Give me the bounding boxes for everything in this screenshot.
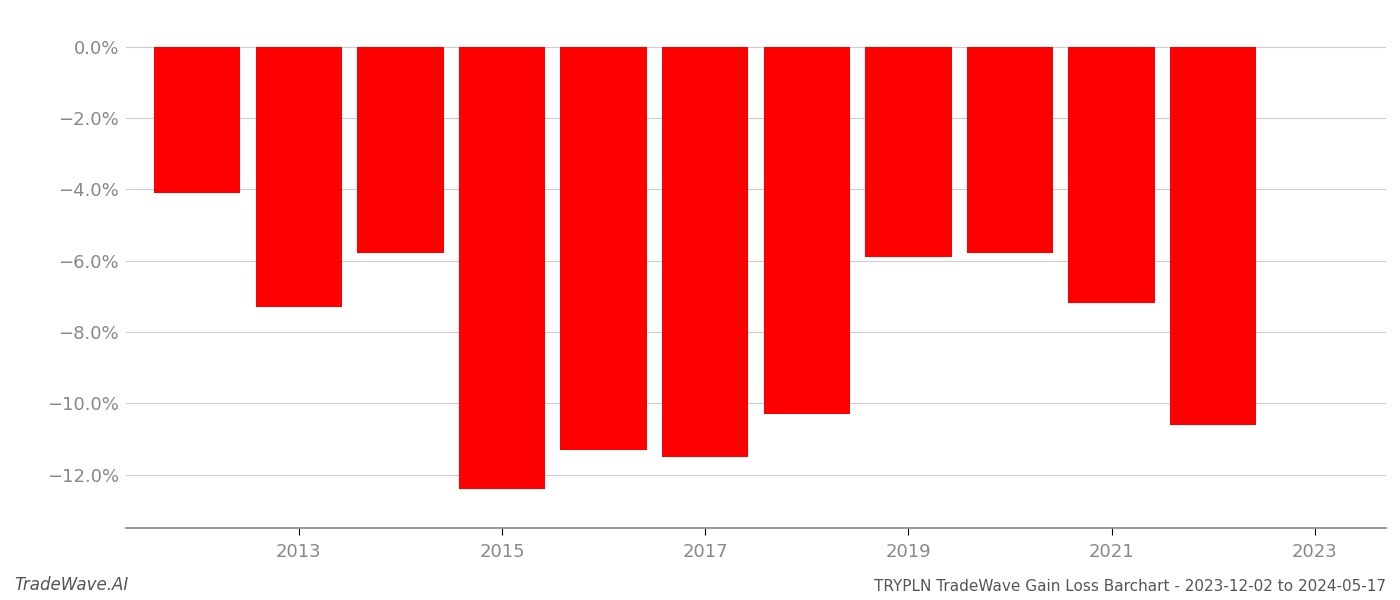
Bar: [1170, 47, 1256, 425]
Bar: [154, 47, 241, 193]
Bar: [763, 47, 850, 414]
Bar: [256, 47, 342, 307]
Text: TradeWave.AI: TradeWave.AI: [14, 576, 129, 594]
Bar: [967, 47, 1053, 253]
Bar: [560, 47, 647, 449]
Text: TRYPLN TradeWave Gain Loss Barchart - 2023-12-02 to 2024-05-17: TRYPLN TradeWave Gain Loss Barchart - 20…: [874, 579, 1386, 594]
Bar: [865, 47, 952, 257]
Bar: [662, 47, 749, 457]
Bar: [357, 47, 444, 253]
Bar: [459, 47, 545, 489]
Bar: [1068, 47, 1155, 304]
